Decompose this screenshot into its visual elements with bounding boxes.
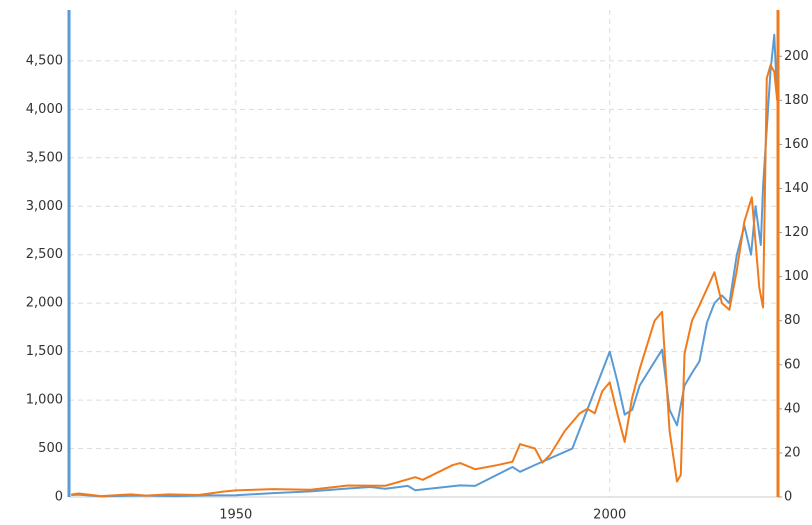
y-tick-label: 3,000 (26, 199, 63, 214)
y-tick-label: 4,000 (26, 102, 63, 117)
y2-tick-label: 100 (784, 269, 809, 284)
y2-tick-label: 140 (784, 181, 809, 196)
y-tick-label: 4,500 (26, 53, 63, 68)
y-tick-label: 3,500 (26, 150, 63, 165)
y2-tick-label: 60 (784, 357, 801, 372)
y2-tick-label: 0 (784, 490, 792, 505)
series-line (71, 33, 779, 498)
y2-tick-label: 20 (784, 445, 801, 460)
series-line (71, 64, 779, 498)
y-tick-label: 1,500 (26, 344, 63, 359)
y-tick-label: 500 (38, 441, 63, 456)
y2-tick-label: 80 (784, 313, 801, 328)
x-tick-label: 2000 (593, 508, 626, 523)
y2-tick-label: 120 (784, 225, 809, 240)
y-tick-label: 2,500 (26, 247, 63, 262)
y-tick-label: 0 (55, 490, 63, 505)
y-tick-label: 1,000 (26, 393, 63, 408)
y-tick-label: 2,000 (26, 296, 63, 311)
y2-tick-label: 200 (784, 49, 809, 64)
y2-tick-label: 180 (784, 93, 809, 108)
y2-tick-label: 160 (784, 137, 809, 152)
x-tick-label: 1950 (219, 508, 252, 523)
y2-tick-label: 40 (784, 401, 801, 416)
